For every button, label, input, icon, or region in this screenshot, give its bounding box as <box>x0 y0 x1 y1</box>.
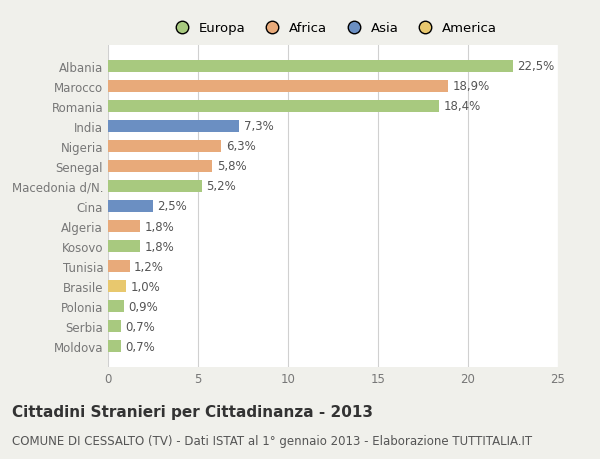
Text: 1,8%: 1,8% <box>145 240 175 253</box>
Text: 0,7%: 0,7% <box>125 340 155 353</box>
Text: 7,3%: 7,3% <box>244 120 274 133</box>
Text: 0,9%: 0,9% <box>128 300 158 313</box>
Bar <box>108 140 221 153</box>
Bar <box>108 280 126 293</box>
Bar <box>108 180 202 193</box>
Text: 1,8%: 1,8% <box>145 220 175 233</box>
Bar <box>108 80 448 93</box>
Text: COMUNE DI CESSALTO (TV) - Dati ISTAT al 1° gennaio 2013 - Elaborazione TUTTITALI: COMUNE DI CESSALTO (TV) - Dati ISTAT al … <box>12 434 532 447</box>
Bar <box>108 220 140 233</box>
Text: 0,7%: 0,7% <box>125 320 155 333</box>
Text: 6,3%: 6,3% <box>226 140 256 153</box>
Bar <box>108 260 130 273</box>
Bar <box>108 101 439 113</box>
Bar <box>108 201 153 213</box>
Bar <box>108 340 121 353</box>
Text: 1,2%: 1,2% <box>134 260 164 273</box>
Bar <box>108 160 212 173</box>
Legend: Europa, Africa, Asia, America: Europa, Africa, Asia, America <box>163 17 503 41</box>
Text: 18,4%: 18,4% <box>444 100 481 113</box>
Text: 5,2%: 5,2% <box>206 180 236 193</box>
Text: 2,5%: 2,5% <box>157 200 187 213</box>
Text: 22,5%: 22,5% <box>517 60 555 73</box>
Text: Cittadini Stranieri per Cittadinanza - 2013: Cittadini Stranieri per Cittadinanza - 2… <box>12 404 373 419</box>
Text: 5,8%: 5,8% <box>217 160 247 173</box>
Bar <box>108 120 239 133</box>
Text: 18,9%: 18,9% <box>453 80 490 93</box>
Text: 1,0%: 1,0% <box>131 280 160 293</box>
Bar <box>108 320 121 333</box>
Bar <box>108 241 140 253</box>
Bar <box>108 61 513 73</box>
Bar <box>108 300 124 313</box>
